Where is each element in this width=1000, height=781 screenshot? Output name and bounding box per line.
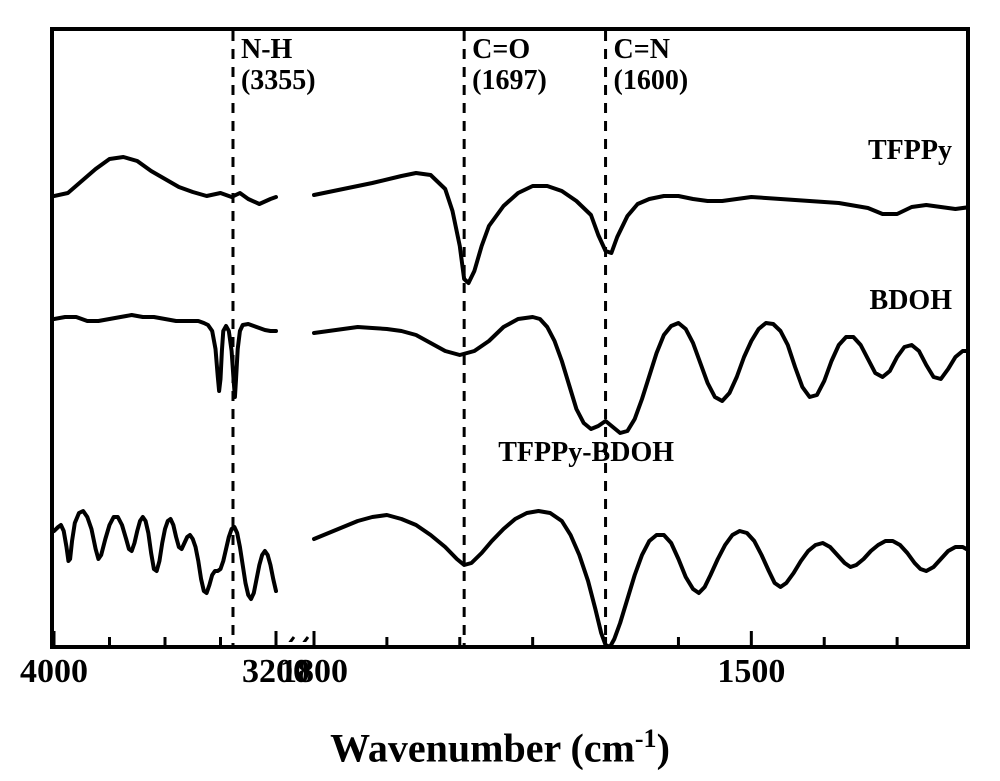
series-label-tfppy-bdoh: TFPPy-BDOH — [498, 437, 674, 469]
annotation-co: C=O (1697) — [472, 35, 547, 97]
x-tick-label: 4000 — [20, 653, 88, 691]
figure-container: 4000320018001500 N-H (3355) C=O (1697) C… — [0, 0, 1000, 781]
plot-area — [50, 27, 970, 649]
x-tick-label: 1500 — [717, 653, 785, 691]
x-axis-label: Wavenumber (cm-1) — [0, 724, 1000, 771]
annotation-cn: C=N (1600) — [614, 35, 689, 97]
plot-svg — [54, 31, 966, 645]
annotation-nh: N-H (3355) — [241, 35, 316, 97]
series-label-bdoh: BDOH — [870, 285, 952, 317]
series-label-tfppy: TFPPy — [868, 135, 952, 167]
x-tick-label: 1800 — [280, 653, 348, 691]
